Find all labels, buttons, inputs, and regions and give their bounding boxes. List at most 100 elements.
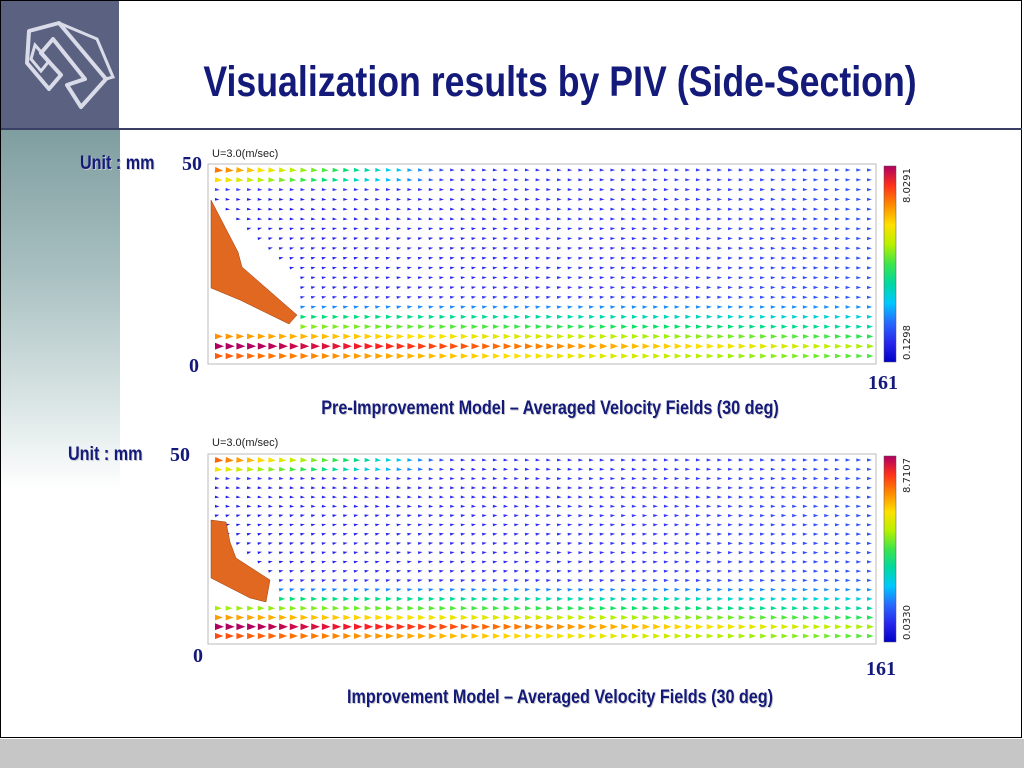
velocity-arrow: [738, 217, 744, 221]
velocity-arrow: [364, 333, 373, 340]
velocity-arrow: [706, 324, 713, 329]
velocity-arrow: [289, 342, 299, 350]
velocity-arrow: [653, 178, 658, 182]
velocity-arrow: [663, 477, 669, 480]
velocity-arrow: [503, 314, 510, 319]
velocity-arrow: [856, 597, 862, 601]
velocity-arrow: [728, 624, 736, 630]
velocity-arrow: [332, 167, 339, 173]
velocity-arrow: [439, 178, 445, 182]
velocity-arrow: [247, 623, 257, 631]
velocity-arrow: [439, 523, 444, 527]
velocity-arrow: [610, 188, 616, 191]
velocity-arrow: [535, 295, 541, 299]
velocity-arrow: [696, 353, 703, 359]
velocity-arrow: [621, 504, 626, 508]
velocity-arrow: [674, 532, 680, 536]
velocity-arrow: [535, 542, 541, 545]
velocity-arrow: [653, 266, 658, 270]
velocity-arrow: [834, 578, 840, 582]
velocity-arrow: [674, 286, 680, 290]
velocity-arrow: [685, 314, 692, 319]
velocity-arrow: [856, 343, 864, 349]
velocity-arrow: [610, 286, 616, 290]
velocity-arrow: [353, 551, 359, 555]
velocity-arrow: [781, 467, 787, 471]
velocity-arrow: [770, 246, 776, 250]
velocity-arrow: [792, 217, 797, 221]
velocity-arrow: [385, 197, 391, 201]
title-divider: [1, 128, 1022, 130]
velocity-arrow: [386, 333, 394, 340]
velocity-arrow: [300, 296, 305, 299]
velocity-arrow: [578, 324, 585, 329]
velocity-arrow: [417, 256, 423, 260]
velocity-arrow: [663, 276, 669, 280]
velocity-arrow: [663, 551, 669, 555]
velocity-arrow: [449, 305, 456, 309]
velocity-arrow: [760, 597, 766, 601]
velocity-arrow: [450, 605, 457, 611]
velocity-arrow: [524, 579, 530, 583]
velocity-arrow: [792, 504, 797, 508]
velocity-arrow: [845, 624, 853, 630]
velocity-arrow: [813, 324, 820, 329]
velocity-arrow: [375, 237, 380, 241]
velocity-arrow: [717, 197, 723, 201]
velocity-arrow: [685, 227, 690, 231]
velocity-arrow: [525, 596, 531, 601]
velocity-arrow: [738, 532, 744, 536]
velocity-arrow: [471, 256, 477, 260]
velocity-arrow: [364, 296, 370, 299]
velocity-arrow: [482, 207, 487, 211]
velocity-arrow: [375, 551, 380, 555]
velocity-arrow: [781, 597, 788, 601]
velocity-arrow: [439, 295, 445, 299]
velocity-arrow: [375, 314, 382, 319]
velocity-arrow: [845, 588, 851, 592]
velocity-arrow: [856, 467, 862, 471]
velocity-arrow: [364, 623, 374, 630]
velocity-arrow: [460, 266, 466, 270]
velocity-arrow: [396, 633, 405, 639]
velocity-arrow: [289, 542, 295, 545]
velocity-arrow: [514, 596, 521, 601]
velocity-arrow: [482, 523, 487, 527]
velocity-arrow: [257, 614, 266, 621]
velocity-arrow: [781, 246, 787, 250]
velocity-arrow: [385, 217, 391, 221]
velocity-arrow: [589, 343, 597, 350]
velocity-arrow: [225, 187, 231, 191]
velocity-arrow: [417, 296, 423, 299]
velocity-arrow: [728, 324, 735, 329]
velocity-arrow: [492, 178, 498, 182]
velocity-arrow: [653, 246, 658, 250]
velocity-arrow: [482, 197, 487, 201]
velocity-arrow: [471, 614, 479, 621]
velocity-arrow: [353, 177, 360, 182]
velocity-arrow: [386, 314, 393, 319]
velocity-arrow: [610, 560, 616, 564]
velocity-arrow: [215, 342, 224, 350]
velocity-arrow: [236, 495, 241, 499]
velocity-arrow: [289, 237, 295, 241]
velocity-arrow: [653, 256, 658, 260]
velocity-arrow: [749, 578, 755, 582]
velocity-arrow: [492, 256, 498, 260]
velocity-arrow: [588, 305, 595, 309]
velocity-arrow: [621, 314, 628, 319]
velocity-arrow: [236, 207, 241, 211]
velocity-arrow: [760, 266, 765, 270]
velocity-arrow: [450, 333, 458, 340]
velocity-arrow: [225, 333, 234, 340]
velocity-arrow: [867, 624, 874, 630]
velocity-arrow: [557, 353, 565, 359]
velocity-arrow: [257, 476, 263, 480]
velocity-arrow: [813, 256, 819, 260]
velocity-arrow: [246, 197, 252, 201]
velocity-arrow: [738, 551, 744, 555]
velocity-arrow: [300, 551, 305, 555]
velocity-arrow: [685, 532, 690, 536]
velocity-arrow: [834, 633, 842, 639]
